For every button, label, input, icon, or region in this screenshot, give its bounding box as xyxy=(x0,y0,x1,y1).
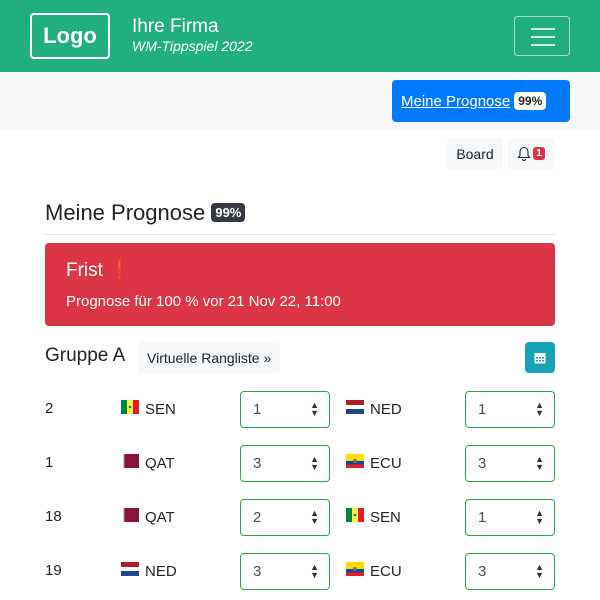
flag-icon xyxy=(346,562,370,580)
home-team: NED xyxy=(121,562,177,580)
away-score-select[interactable]: 3 ▲ ▼ xyxy=(465,553,555,590)
select-arrows-icon: ▲ ▼ xyxy=(310,400,319,418)
match-number: 1 xyxy=(45,454,54,471)
away-team: ECU xyxy=(346,562,402,580)
app-subtitle: WM-Tippspiel 2022 xyxy=(132,38,253,54)
select-arrows-icon: ▲ ▼ xyxy=(310,454,319,472)
calendar-icon xyxy=(534,353,546,364)
home-score-select[interactable]: 3 ▲ ▼ xyxy=(240,553,330,590)
home-team-code: SEN xyxy=(145,400,176,418)
away-score-value: 1 xyxy=(478,509,487,526)
flag-icon xyxy=(121,454,145,472)
hamburger-icon xyxy=(531,28,555,30)
flag-icon xyxy=(121,508,145,526)
match-row: 2 SEN 1 ▲ ▼ NED 1 ▲ ▼ xyxy=(0,391,600,428)
alert-text: Prognose für 100 % vor 21 Nov 22, 11:00 xyxy=(66,293,341,310)
virtual-ranking-button[interactable]: Virtuelle Rangliste » xyxy=(138,342,281,373)
home-score-value: 2 xyxy=(253,509,262,526)
match-row: 1 QAT 3 ▲ ▼ ECU 3 ▲ ▼ xyxy=(0,445,600,482)
meine-prognose-button[interactable]: Meine Prognose 99% xyxy=(392,80,570,122)
away-score-value: 3 xyxy=(478,563,487,580)
away-score-value: 3 xyxy=(478,455,487,472)
flag-icon xyxy=(121,400,145,418)
home-team-code: QAT xyxy=(145,508,175,526)
menu-toggle-button[interactable] xyxy=(514,16,570,56)
notifications-button[interactable]: 1 xyxy=(508,138,554,169)
flag-icon xyxy=(346,508,370,526)
away-team-code: ECU xyxy=(370,562,402,580)
away-team-code: NED xyxy=(370,400,402,418)
exclamation-icon: ❗ xyxy=(108,260,132,281)
away-score-select[interactable]: 1 ▲ ▼ xyxy=(465,391,555,428)
match-number: 19 xyxy=(45,562,62,579)
home-score-select[interactable]: 3 ▲ ▼ xyxy=(240,445,330,482)
away-team: ECU xyxy=(346,454,402,472)
alert-title: Frist xyxy=(66,260,103,281)
away-team-code: ECU xyxy=(370,454,402,472)
prognose-label: Meine Prognose xyxy=(401,92,511,110)
flag-icon xyxy=(346,454,370,472)
home-score-value: 3 xyxy=(253,455,262,472)
company-name: Ihre Firma xyxy=(132,16,219,37)
away-team-code: SEN xyxy=(370,508,401,526)
home-team: QAT xyxy=(121,508,175,526)
match-row: 18 QAT 2 ▲ ▼ SEN 1 ▲ ▼ xyxy=(0,499,600,536)
select-arrows-icon: ▲ ▼ xyxy=(310,562,319,580)
navbar: Logo Ihre Firma WM-Tippspiel 2022 xyxy=(0,0,600,72)
select-arrows-icon: ▲ ▼ xyxy=(535,454,544,472)
page-title: Meine Prognose 99% xyxy=(45,200,246,226)
away-score-value: 1 xyxy=(478,401,487,418)
home-score-value: 1 xyxy=(253,401,262,418)
home-team-code: NED xyxy=(145,562,177,580)
notification-count-badge: 1 xyxy=(533,147,545,160)
home-score-select[interactable]: 2 ▲ ▼ xyxy=(240,499,330,536)
home-team-code: QAT xyxy=(145,454,175,472)
calendar-button[interactable] xyxy=(525,342,555,373)
away-team: SEN xyxy=(346,508,401,526)
home-score-select[interactable]: 1 ▲ ▼ xyxy=(240,391,330,428)
home-team: SEN xyxy=(121,400,176,418)
match-number: 2 xyxy=(45,400,54,417)
hamburger-icon-line xyxy=(531,44,555,46)
select-arrows-icon: ▲ ▼ xyxy=(535,400,544,418)
home-team: QAT xyxy=(121,454,175,472)
away-score-select[interactable]: 1 ▲ ▼ xyxy=(465,499,555,536)
logo[interactable]: Logo xyxy=(30,13,110,59)
deadline-alert: Frist ❗ Prognose für 100 % vor 21 Nov 22… xyxy=(45,243,555,326)
home-score-value: 3 xyxy=(253,563,262,580)
select-arrows-icon: ▲ ▼ xyxy=(535,562,544,580)
bell-icon xyxy=(517,146,531,161)
board-button[interactable]: Board xyxy=(447,138,503,169)
away-team: NED xyxy=(346,400,402,418)
match-row: 19 NED 3 ▲ ▼ ECU 3 ▲ ▼ xyxy=(0,553,600,590)
flag-icon xyxy=(346,400,370,418)
progress-badge: 99% xyxy=(514,92,547,110)
match-number: 18 xyxy=(45,508,62,525)
flag-icon xyxy=(121,562,145,580)
away-score-select[interactable]: 3 ▲ ▼ xyxy=(465,445,555,482)
select-arrows-icon: ▲ ▼ xyxy=(310,508,319,526)
select-arrows-icon: ▲ ▼ xyxy=(535,508,544,526)
group-title: Gruppe A xyxy=(45,345,126,366)
progress-badge: 99% xyxy=(211,203,246,222)
page-title-text: Meine Prognose xyxy=(45,200,206,225)
divider xyxy=(45,234,555,235)
hamburger-icon-line xyxy=(531,36,555,38)
